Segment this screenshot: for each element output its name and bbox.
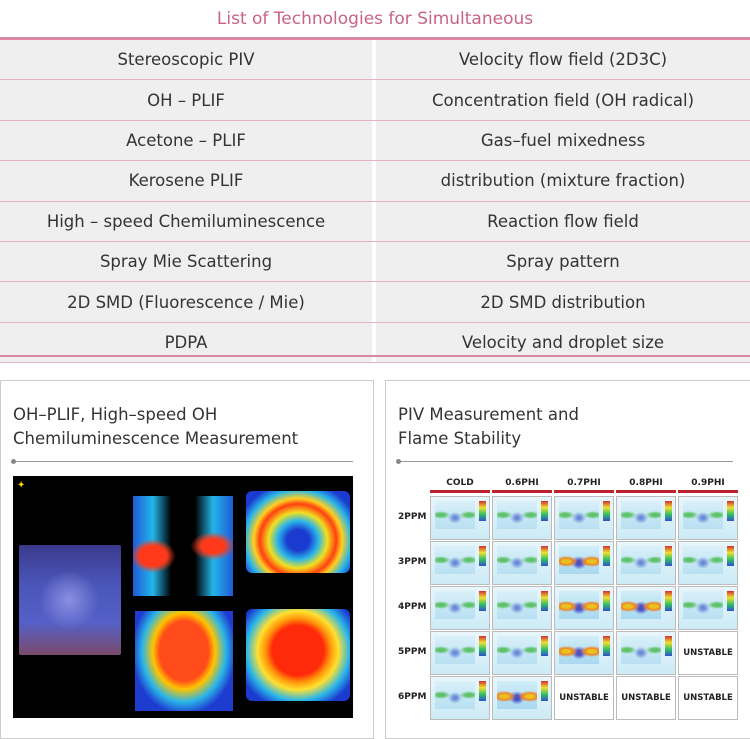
column-accent bbox=[616, 490, 676, 493]
column-accent bbox=[554, 490, 614, 493]
piv-velocity-plot bbox=[678, 541, 738, 585]
technologies-table: Stereoscopic PIV Velocity flow field (2D3… bbox=[0, 40, 750, 364]
table-row: Acetone – PLIF Gas–fuel mixedness bbox=[0, 120, 750, 162]
measurement-cell: distribution (mixture fraction) bbox=[376, 161, 750, 201]
table-title: List of Technologies for Simultaneous bbox=[216, 9, 534, 29]
piv-panel-title: PIV Measurement and Flame Stability bbox=[398, 403, 579, 451]
piv-velocity-plot bbox=[492, 496, 552, 540]
table-header-rule bbox=[0, 37, 750, 40]
oh-plif-average-2 bbox=[246, 609, 350, 701]
measurement-cell: Gas–fuel mixedness bbox=[376, 120, 750, 161]
piv-title-line2: Flame Stability bbox=[398, 429, 522, 448]
oh-plif-image: ✦ bbox=[13, 476, 353, 718]
technology-cell: High – speed Chemiluminescence bbox=[0, 201, 372, 241]
grid-column-header: 0.9PHI bbox=[691, 478, 725, 488]
piv-divider bbox=[396, 459, 733, 464]
piv-velocity-plot bbox=[430, 496, 490, 540]
technology-cell: Stereoscopic PIV bbox=[0, 40, 372, 80]
technology-cell: Spray Mie Scattering bbox=[0, 241, 372, 282]
unstable-cell: UNSTABLE bbox=[678, 676, 738, 720]
piv-velocity-plot bbox=[678, 586, 738, 630]
technology-cell: Acetone – PLIF bbox=[0, 120, 372, 161]
technology-cell: Kerosene PLIF bbox=[0, 161, 372, 201]
unstable-cell: UNSTABLE bbox=[554, 676, 614, 720]
table-row: OH – PLIF Concentration field (OH radical… bbox=[0, 80, 750, 121]
piv-velocity-plot bbox=[554, 586, 614, 630]
technology-cell: 2D SMD (Fluorescence / Mie) bbox=[0, 282, 372, 322]
oh-plif-panel: OH–PLIF, High–speed OH Chemiluminescence… bbox=[0, 380, 374, 739]
piv-velocity-plot bbox=[430, 586, 490, 630]
piv-panel: PIV Measurement and Flame Stability COLD… bbox=[385, 380, 750, 739]
piv-stability-grid: COLD 0.6PHI 0.7PHI 0.8PHI 0.9PHI 2PPM 3PPM 4PPM… bbox=[398, 478, 738, 724]
oh-plif-average-1 bbox=[246, 491, 350, 573]
grid-column-header: 0.7PHI bbox=[567, 478, 601, 488]
oh-plif-divider bbox=[11, 459, 353, 464]
piv-velocity-plot bbox=[616, 541, 676, 585]
technology-cell: OH – PLIF bbox=[0, 80, 372, 120]
column-accent bbox=[430, 490, 490, 493]
oh-plif-panel-title: OH–PLIF, High–speed OH Chemiluminescence… bbox=[13, 403, 298, 451]
table-row: PDPA Velocity and droplet size bbox=[0, 322, 750, 364]
piv-velocity-plot bbox=[492, 541, 552, 585]
sparkle-icon: ✦ bbox=[17, 480, 26, 491]
measurement-cell: Spray pattern bbox=[376, 241, 750, 282]
oh-plif-frame-1 bbox=[133, 496, 233, 596]
oh-plif-frame-2 bbox=[135, 611, 233, 711]
column-accent bbox=[492, 490, 552, 493]
piv-velocity-plot bbox=[616, 586, 676, 630]
grid-row-header: 4PPM bbox=[398, 602, 427, 612]
table-row: Kerosene PLIF distribution (mixture fract… bbox=[0, 161, 750, 202]
piv-velocity-plot bbox=[554, 541, 614, 585]
grid-row-header: 2PPM bbox=[398, 512, 427, 522]
chemiluminescence-image bbox=[19, 545, 121, 655]
piv-title-line1: PIV Measurement and bbox=[398, 405, 579, 424]
grid-column-header: 0.8PHI bbox=[629, 478, 663, 488]
piv-velocity-plot bbox=[430, 541, 490, 585]
table-row: Spray Mie Scattering Spray pattern bbox=[0, 241, 750, 283]
unstable-cell: UNSTABLE bbox=[678, 631, 738, 675]
table-bottom-rule bbox=[0, 355, 750, 357]
measurement-cell: Velocity flow field (2D3C) bbox=[376, 40, 750, 80]
oh-plif-title-line1: OH–PLIF, High–speed OH bbox=[13, 405, 218, 424]
grid-row-header: 5PPM bbox=[398, 647, 427, 657]
measurement-cell: 2D SMD distribution bbox=[376, 282, 750, 322]
grid-column-header: COLD bbox=[446, 478, 474, 488]
grid-row-header: 3PPM bbox=[398, 557, 427, 567]
grid-column-header: 0.6PHI bbox=[505, 478, 539, 488]
measurement-cell: Concentration field (OH radical) bbox=[376, 80, 750, 120]
piv-velocity-plot bbox=[430, 676, 490, 720]
piv-velocity-plot bbox=[430, 631, 490, 675]
piv-velocity-plot bbox=[492, 586, 552, 630]
table-row: Stereoscopic PIV Velocity flow field (2D3… bbox=[0, 40, 750, 81]
column-accent bbox=[678, 490, 738, 493]
piv-velocity-plot bbox=[492, 676, 552, 720]
piv-velocity-plot bbox=[492, 631, 552, 675]
piv-velocity-plot bbox=[554, 631, 614, 675]
measurement-cell: Reaction flow field bbox=[376, 201, 750, 241]
piv-velocity-plot bbox=[678, 496, 738, 540]
piv-velocity-plot bbox=[616, 631, 676, 675]
table-row: High – speed Chemiluminescence Reaction f… bbox=[0, 201, 750, 242]
piv-velocity-plot bbox=[554, 496, 614, 540]
grid-row-header: 6PPM bbox=[398, 692, 427, 702]
piv-velocity-plot bbox=[616, 496, 676, 540]
unstable-cell: UNSTABLE bbox=[616, 676, 676, 720]
oh-plif-title-line2: Chemiluminescence Measurement bbox=[13, 429, 299, 448]
table-row: 2D SMD (Fluorescence / Mie) 2D SMD distri… bbox=[0, 282, 750, 323]
